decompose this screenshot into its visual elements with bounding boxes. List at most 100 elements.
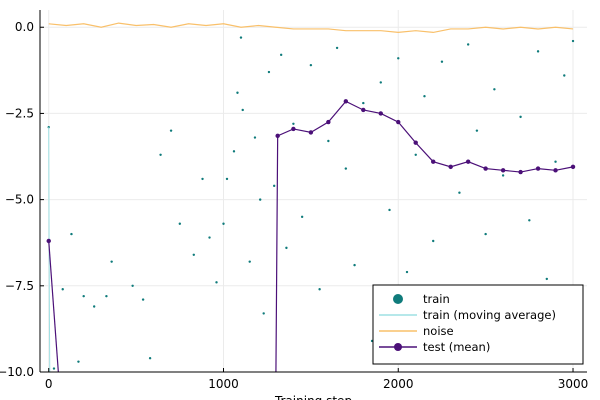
train-point: [345, 167, 347, 169]
train-point: [242, 109, 244, 111]
train-point: [423, 95, 425, 97]
train-point: [572, 40, 574, 42]
train-point: [310, 64, 312, 66]
train-point: [563, 74, 565, 76]
train-point: [236, 92, 238, 94]
y-tick-label: −7.5: [5, 279, 34, 293]
train-point: [215, 281, 217, 283]
test-mean-point: [379, 111, 383, 115]
train-point: [467, 43, 469, 45]
train-point: [353, 264, 355, 266]
train-point: [327, 140, 329, 142]
train-point: [397, 57, 399, 59]
train-point: [528, 219, 530, 221]
train-point: [292, 123, 294, 125]
train-point: [285, 247, 287, 249]
test-mean-point: [414, 141, 418, 145]
train-point: [262, 312, 264, 314]
train-point: [170, 129, 172, 131]
legend-dot-marker: [394, 343, 402, 351]
train-point: [259, 198, 261, 200]
train-point: [484, 233, 486, 235]
test-mean-point: [431, 159, 435, 163]
train-point: [273, 185, 275, 187]
test-mean-point: [466, 159, 470, 163]
train-point: [105, 295, 107, 297]
train-point: [222, 223, 224, 225]
x-axis-title: Training step: [274, 394, 352, 400]
legend-label: train: [423, 292, 450, 306]
train-point: [336, 47, 338, 49]
test-mean-point: [501, 168, 505, 172]
test-mean-point: [47, 239, 51, 243]
train-point: [77, 360, 79, 362]
train-point: [362, 102, 364, 104]
train-point: [406, 271, 408, 273]
train-point: [179, 223, 181, 225]
train-point: [458, 192, 460, 194]
train-point: [159, 154, 161, 156]
x-tick-label: 3000: [558, 377, 589, 391]
train-point: [493, 88, 495, 90]
y-tick-label: −5.0: [5, 193, 34, 207]
test-mean-point: [361, 108, 365, 112]
train-point: [226, 178, 228, 180]
test-mean-point: [536, 166, 540, 170]
noise-line: [49, 23, 573, 32]
train-point: [62, 288, 64, 290]
test-mean-line: [49, 241, 59, 372]
x-tick-label: 1000: [208, 377, 239, 391]
train-point: [554, 160, 556, 162]
test-mean-point: [326, 120, 330, 124]
train-point: [110, 260, 112, 262]
train-point: [193, 254, 195, 256]
train-point: [240, 36, 242, 38]
train-point: [318, 288, 320, 290]
test-mean-point: [553, 168, 557, 172]
y-tick-label: −2.5: [5, 106, 34, 120]
test-mean-point: [571, 165, 575, 169]
train-point: [519, 116, 521, 118]
train-point: [415, 154, 417, 156]
train-point: [380, 81, 382, 83]
test-mean-point: [448, 165, 452, 169]
train-point: [93, 305, 95, 307]
train-point: [441, 61, 443, 63]
train-point: [432, 240, 434, 242]
train-point: [502, 174, 504, 176]
y-tick-label: 0.0: [15, 20, 34, 34]
legend-label: train (moving average): [423, 308, 556, 322]
test-mean-point: [344, 99, 348, 103]
test-mean-point: [309, 130, 313, 134]
test-mean-point: [483, 166, 487, 170]
train-point: [208, 236, 210, 238]
legend-label: noise: [423, 324, 454, 338]
test-mean-point: [291, 127, 295, 131]
train-point: [70, 233, 72, 235]
train-point: [280, 54, 282, 56]
train-point: [142, 298, 144, 300]
train-point: [149, 357, 151, 359]
train-point: [301, 216, 303, 218]
test-mean-point: [518, 170, 522, 174]
train-point: [82, 295, 84, 297]
train-point: [476, 129, 478, 131]
train-point: [53, 367, 55, 369]
x-tick-label: 0: [45, 377, 53, 391]
legend-label: test (mean): [423, 340, 490, 354]
y-tick-label: −10.0: [0, 365, 34, 379]
train-point: [201, 178, 203, 180]
train-point: [537, 50, 539, 52]
train-point: [233, 150, 235, 152]
x-tick-label: 2000: [383, 377, 414, 391]
legend: train train (moving average) noise test (me…: [373, 285, 583, 364]
train-point: [249, 260, 251, 262]
train-point: [131, 285, 133, 287]
train-point: [546, 278, 548, 280]
train-point: [254, 136, 256, 138]
test-mean-point: [275, 134, 279, 138]
test-mean-point: [396, 120, 400, 124]
train-point: [268, 71, 270, 73]
train-point: [388, 209, 390, 211]
